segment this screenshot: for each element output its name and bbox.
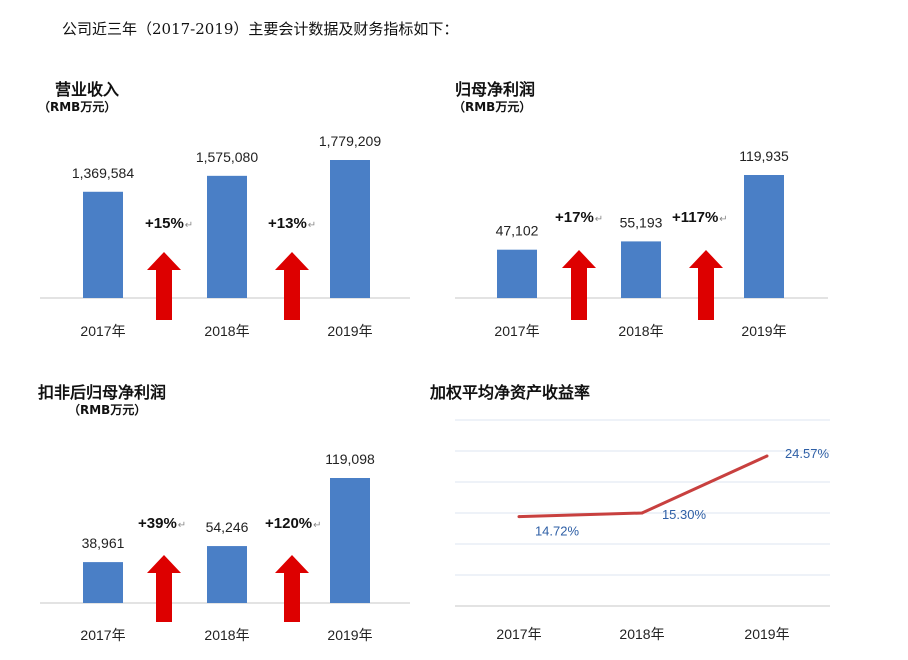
net-profit-value-label-2: 55,193 <box>620 214 663 230</box>
roe-point-2 <box>640 511 644 515</box>
chart-revenue-title: 营业收入 <box>55 80 120 99</box>
roe-point-3 <box>765 454 769 458</box>
deducted-profit-growth-arrow-1 <box>147 555 181 622</box>
roe-tick-label-2: 2018年 <box>619 626 664 642</box>
chart-net-profit-title: 归母净利润 <box>455 80 536 99</box>
revenue-growth-label-2: +13% <box>268 215 307 232</box>
net-profit-growth-marker-1: ↵ <box>595 214 603 225</box>
net-profit-bar-3 <box>744 175 784 298</box>
net-profit-tick-label-1: 2017年 <box>494 323 539 339</box>
deducted-profit-growth-marker-2: ↵ <box>313 520 321 531</box>
roe-point-1 <box>517 515 521 519</box>
roe-series-line <box>518 454 768 519</box>
chart-deducted-profit-subtitle: （RMB万元） <box>68 403 147 417</box>
deducted-profit-tick-label-2: 2018年 <box>204 627 249 643</box>
deducted-profit-bar-2 <box>207 546 247 603</box>
deducted-profit-growth-arrow-2 <box>275 555 309 622</box>
deducted-profit-bar-1 <box>83 562 123 603</box>
revenue-value-label-1: 1,369,584 <box>72 165 134 181</box>
deducted-profit-value-label-1: 38,961 <box>82 535 125 551</box>
roe-tick-label-1: 2017年 <box>496 626 541 642</box>
deducted-profit-growth-label-1: +39% <box>138 515 177 532</box>
chart-revenue-subtitle: （RMB万元） <box>38 100 117 114</box>
revenue-bar-2 <box>207 175 247 298</box>
deducted-profit-growth-marker-1: ↵ <box>178 520 186 531</box>
revenue-bar-3 <box>330 160 370 298</box>
net-profit-growth-marker-2: ↵ <box>719 214 727 225</box>
net-profit-tick-label-3: 2019年 <box>741 323 786 339</box>
roe-value-label-1: 14.72% <box>535 524 580 539</box>
net-profit-growth-label-1: +17% <box>555 209 594 226</box>
revenue-growth-marker-2: ↵ <box>308 220 316 231</box>
deducted-profit-growth-label-2: +120% <box>265 515 312 532</box>
net-profit-value-label-3: 119,935 <box>739 148 789 164</box>
revenue-growth-arrow-2 <box>275 252 309 320</box>
roe-value-label-3: 24.57% <box>785 446 830 461</box>
revenue-bar-1 <box>83 191 123 298</box>
roe-value-label-2: 15.30% <box>662 507 707 522</box>
revenue-growth-label-1: +15% <box>145 215 184 232</box>
revenue-tick-label-1: 2017年 <box>80 323 125 339</box>
net-profit-bar-1 <box>497 249 537 298</box>
roe-tick-label-3: 2019年 <box>744 626 789 642</box>
chart-roe-title: 加权平均净资产收益率 <box>430 383 591 402</box>
net-profit-value-label-1: 47,102 <box>496 223 539 239</box>
chart-net-profit-subtitle: （RMB万元） <box>453 100 532 114</box>
revenue-growth-arrow-1 <box>147 252 181 320</box>
net-profit-growth-arrow-1 <box>562 250 596 320</box>
revenue-value-label-3: 1,779,209 <box>319 133 381 149</box>
deducted-profit-value-label-3: 119,098 <box>325 451 375 467</box>
deducted-profit-tick-label-3: 2019年 <box>327 627 372 643</box>
revenue-tick-label-3: 2019年 <box>327 323 372 339</box>
revenue-growth-marker-1: ↵ <box>185 220 193 231</box>
deducted-profit-tick-label-1: 2017年 <box>80 627 125 643</box>
net-profit-tick-label-2: 2018年 <box>618 323 663 339</box>
net-profit-growth-label-2: +117% <box>672 209 718 226</box>
net-profit-bar-2 <box>621 241 661 298</box>
deducted-profit-value-label-2: 54,246 <box>206 519 249 535</box>
deducted-profit-bar-3 <box>330 478 370 603</box>
revenue-tick-label-2: 2018年 <box>204 323 249 339</box>
revenue-value-label-2: 1,575,080 <box>196 149 258 165</box>
net-profit-growth-arrow-2 <box>689 250 723 320</box>
intro-text: 公司近三年（2017-2019）主要会计数据及财务指标如下： <box>62 20 459 38</box>
chart-deducted-profit-title: 扣非后归母净利润 <box>38 383 167 402</box>
